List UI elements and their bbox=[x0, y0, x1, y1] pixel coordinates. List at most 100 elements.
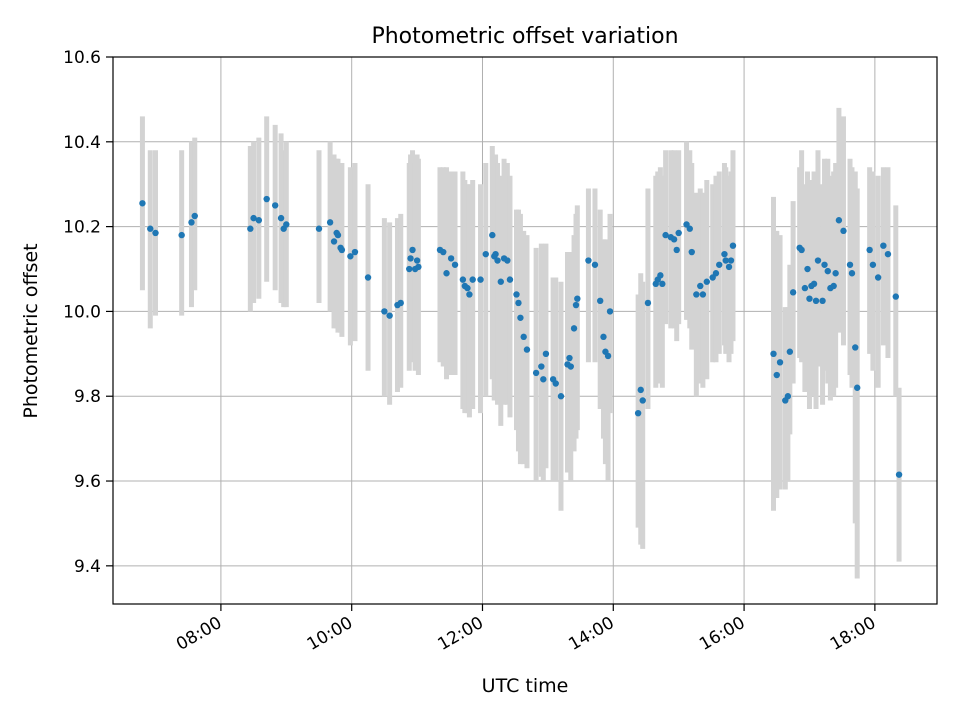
x-tick-label: 16:00 bbox=[696, 613, 748, 655]
data-point bbox=[482, 250, 489, 258]
data-point bbox=[520, 333, 527, 341]
data-point bbox=[497, 278, 505, 285]
data-point bbox=[542, 350, 550, 358]
data-point bbox=[532, 369, 540, 377]
data-point bbox=[784, 393, 792, 400]
plot-frame bbox=[112, 56, 938, 605]
data-point bbox=[178, 231, 185, 239]
data-point bbox=[469, 276, 476, 283]
data-point bbox=[895, 471, 903, 478]
data-point bbox=[725, 263, 733, 271]
data-point bbox=[840, 227, 847, 235]
data-point bbox=[386, 312, 393, 319]
data-point bbox=[152, 229, 159, 237]
data-point bbox=[494, 257, 501, 264]
data-point bbox=[675, 229, 682, 237]
data-point bbox=[277, 214, 285, 222]
data-point bbox=[812, 297, 820, 305]
data-point bbox=[806, 295, 813, 302]
data-point bbox=[451, 261, 459, 268]
data-point bbox=[600, 333, 607, 341]
data-point bbox=[347, 253, 354, 260]
data-point bbox=[466, 291, 473, 298]
data-point bbox=[271, 202, 279, 209]
data-point bbox=[727, 257, 735, 264]
y-tick-label: 10.4 bbox=[63, 133, 101, 153]
data-point bbox=[409, 246, 416, 254]
y-axis-label: Photometric offset bbox=[20, 243, 42, 418]
data-point bbox=[824, 267, 831, 275]
y-tick-label: 10.0 bbox=[63, 302, 101, 322]
data-point bbox=[721, 250, 728, 258]
chart-title: Photometric offset variation bbox=[371, 24, 678, 49]
data-point bbox=[884, 250, 892, 258]
data-point bbox=[492, 250, 499, 258]
x-tick-label: 12:00 bbox=[435, 613, 487, 655]
data-point bbox=[604, 352, 612, 360]
data-point bbox=[874, 274, 882, 281]
data-point bbox=[413, 257, 421, 264]
y-axis-ticks: 9.4 9.6 9.8 10.0 10.2 10.4 10.6 bbox=[63, 48, 113, 577]
data-point bbox=[540, 376, 547, 383]
data-point bbox=[585, 257, 592, 264]
data-point bbox=[657, 272, 664, 279]
data-point bbox=[538, 363, 545, 370]
data-point bbox=[523, 346, 531, 353]
data-point bbox=[854, 384, 861, 391]
y-tick-label: 9.4 bbox=[74, 557, 101, 577]
data-point bbox=[670, 236, 678, 243]
data-point bbox=[406, 265, 413, 273]
data-point bbox=[810, 280, 818, 288]
data-point bbox=[315, 225, 323, 232]
data-point bbox=[517, 314, 524, 321]
data-point bbox=[464, 284, 471, 292]
data-point bbox=[801, 284, 809, 292]
data-point bbox=[699, 291, 707, 298]
data-point bbox=[846, 261, 854, 268]
data-point bbox=[147, 225, 154, 232]
data-point bbox=[572, 301, 580, 309]
data-point bbox=[364, 274, 372, 281]
data-point bbox=[415, 263, 422, 271]
data-point bbox=[804, 265, 811, 273]
data-point bbox=[597, 297, 604, 305]
data-point bbox=[574, 295, 581, 302]
data-point bbox=[773, 371, 780, 379]
x-tick-label: 14:00 bbox=[565, 613, 617, 655]
data-point bbox=[819, 297, 826, 305]
data-point bbox=[832, 270, 839, 277]
data-point bbox=[443, 270, 450, 277]
y-tick-label: 10.6 bbox=[63, 48, 101, 68]
data-point bbox=[848, 270, 856, 277]
x-tick-label: 08:00 bbox=[173, 613, 225, 655]
data-point bbox=[188, 219, 195, 226]
data-point bbox=[814, 257, 822, 264]
data-point bbox=[477, 276, 484, 283]
data-point bbox=[697, 282, 704, 290]
data-point bbox=[789, 289, 797, 296]
data-point bbox=[703, 278, 711, 285]
data-point bbox=[191, 212, 198, 220]
data-point bbox=[798, 246, 805, 254]
data-point bbox=[637, 386, 644, 394]
data-point bbox=[852, 344, 859, 351]
data-point bbox=[255, 217, 263, 224]
y-tick-label: 9.8 bbox=[74, 387, 101, 407]
data-point bbox=[659, 280, 666, 288]
data-point bbox=[139, 200, 146, 207]
y-tick-label: 10.2 bbox=[63, 218, 101, 238]
data-point bbox=[830, 282, 837, 290]
data-point bbox=[786, 348, 794, 355]
data-point bbox=[459, 276, 467, 283]
data-point bbox=[247, 225, 254, 232]
data-point bbox=[693, 291, 700, 298]
data-point bbox=[673, 246, 680, 254]
data-point bbox=[513, 291, 520, 298]
data-point bbox=[489, 231, 496, 239]
data-point bbox=[263, 195, 270, 203]
data-point bbox=[504, 257, 511, 264]
data-point bbox=[639, 397, 646, 404]
data-point bbox=[722, 257, 729, 264]
data-point bbox=[506, 276, 514, 283]
